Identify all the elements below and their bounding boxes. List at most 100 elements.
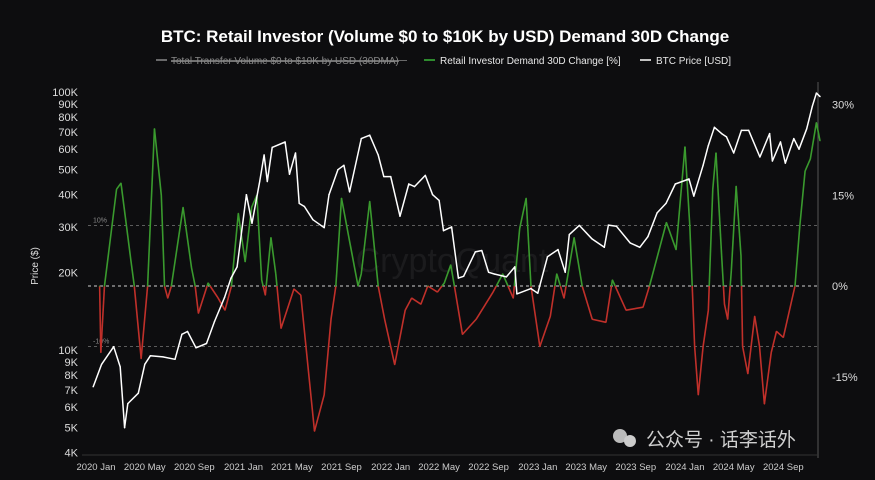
demand-point <box>115 188 118 190</box>
demand-segment <box>330 285 337 320</box>
demand-segment <box>133 285 142 359</box>
demand-segment <box>763 352 773 405</box>
demand-point <box>443 282 445 284</box>
price-point <box>236 266 238 268</box>
demand-point <box>300 294 302 296</box>
price-point <box>271 146 273 149</box>
demand-point <box>384 318 386 320</box>
price-point <box>759 156 761 158</box>
y-tick-left: 10K <box>58 345 78 357</box>
demand-point <box>394 364 396 366</box>
demand-segment <box>377 285 386 320</box>
demand-segment <box>563 285 567 299</box>
demand-segment <box>642 285 651 308</box>
demand-segment <box>809 122 818 160</box>
legend-item-demand[interactable]: Retail Investor Demand 30D Change [%] <box>424 56 621 67</box>
price-point <box>557 248 559 251</box>
demand-point <box>190 267 193 269</box>
demand-point <box>313 430 316 432</box>
price-point <box>119 366 121 368</box>
y-axis-right: 30% 15% 0% -15% <box>832 100 858 384</box>
price-point <box>245 193 248 196</box>
demand-series <box>98 122 821 432</box>
legend-item-total-volume[interactable]: Total Transfer Volume $0 to $10K by USD … <box>156 56 407 67</box>
demand-segment <box>130 261 136 287</box>
demand-point <box>775 330 778 332</box>
demand-segment <box>565 237 575 287</box>
price-point <box>457 277 460 279</box>
demand-point <box>275 273 277 275</box>
demand-point <box>264 294 266 296</box>
price-point <box>328 193 330 196</box>
demand-point <box>103 285 106 287</box>
demand-point <box>819 140 821 142</box>
demand-segment <box>436 285 443 293</box>
demand-point <box>369 200 371 202</box>
demand-point <box>549 315 551 317</box>
demand-segment <box>404 297 413 311</box>
demand-segment <box>770 331 778 353</box>
demand-segment <box>153 128 163 196</box>
demand-segment <box>625 306 644 311</box>
demand-segment <box>730 186 737 271</box>
price-point <box>144 363 146 366</box>
demand-segment <box>708 189 714 287</box>
demand-point <box>261 279 263 281</box>
demand-segment <box>720 255 725 287</box>
demand-point <box>182 206 184 208</box>
demand-segment <box>265 237 272 287</box>
demand-point <box>740 255 742 257</box>
demand-point <box>794 285 796 287</box>
demand-segment <box>166 285 173 299</box>
chart-title: BTC: Retail Investor (Volume $0 to $10K … <box>161 27 729 46</box>
price-point <box>815 92 818 94</box>
price-point <box>195 347 197 349</box>
price-point <box>647 235 649 238</box>
demand-point <box>675 249 677 251</box>
price-point <box>665 202 667 205</box>
price-point <box>127 402 129 405</box>
price-point <box>713 126 716 128</box>
wechat-icon-bubble <box>624 435 636 447</box>
price-point <box>343 164 345 166</box>
demand-segment <box>160 195 166 287</box>
price-point <box>266 180 269 183</box>
price-point <box>258 180 261 183</box>
demand-point <box>153 128 156 130</box>
demand-segment <box>573 237 583 287</box>
price-point <box>223 296 226 299</box>
demand-point <box>436 291 439 293</box>
x-tick: 2020 Sep <box>174 462 215 473</box>
demand-point <box>581 285 583 287</box>
demand-point <box>712 188 714 190</box>
price-point <box>784 162 787 164</box>
demand-segment <box>711 152 717 190</box>
price-point <box>298 202 300 205</box>
demand-segment <box>276 285 282 329</box>
price-point <box>793 137 795 140</box>
demand-segment <box>335 198 343 287</box>
legend-item-price[interactable]: BTC Price [USD] <box>640 56 731 67</box>
demand-segment <box>170 207 184 287</box>
price-point <box>149 355 152 357</box>
demand-segment <box>554 273 558 287</box>
demand-segment <box>804 158 812 172</box>
price-point <box>747 129 750 132</box>
demand-segment <box>420 285 429 305</box>
demand-point <box>715 152 717 154</box>
y-tick-left: 40K <box>58 190 78 202</box>
price-point <box>205 342 208 345</box>
price-point <box>806 128 808 130</box>
price-point <box>162 356 164 358</box>
demand-point <box>251 206 253 208</box>
demand-point <box>340 197 343 199</box>
price-point <box>213 320 216 323</box>
demand-point <box>804 170 806 172</box>
price-point <box>516 293 518 295</box>
demand-segment <box>605 285 613 323</box>
demand-point <box>525 197 527 199</box>
demand-point <box>770 351 772 354</box>
